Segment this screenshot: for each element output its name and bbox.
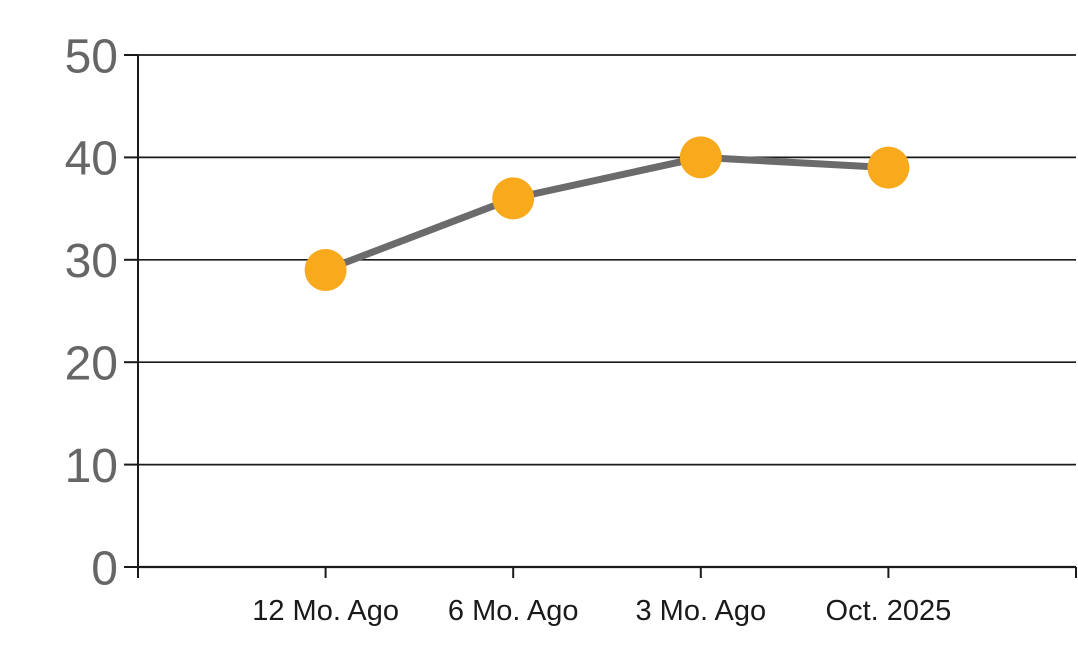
data-point-marker	[304, 249, 347, 292]
x-tick-label: 12 Mo. Ago	[252, 595, 399, 627]
series-line	[324, 153, 889, 274]
x-tick-label: 3 Mo. Ago	[636, 595, 767, 627]
data-point-marker	[867, 146, 910, 189]
data-point-marker	[679, 136, 722, 179]
y-tick-label: 30	[65, 235, 118, 288]
y-tick-label: 10	[65, 440, 118, 493]
y-tick-label: 50	[65, 30, 118, 83]
y-tick-label: 0	[91, 542, 118, 595]
y-tick-label: 20	[65, 337, 118, 390]
data-point-marker	[492, 177, 535, 220]
y-tick-label: 40	[65, 133, 118, 186]
x-tick-label: Oct. 2025	[826, 595, 952, 627]
x-tick-label: 6 Mo. Ago	[448, 595, 579, 627]
